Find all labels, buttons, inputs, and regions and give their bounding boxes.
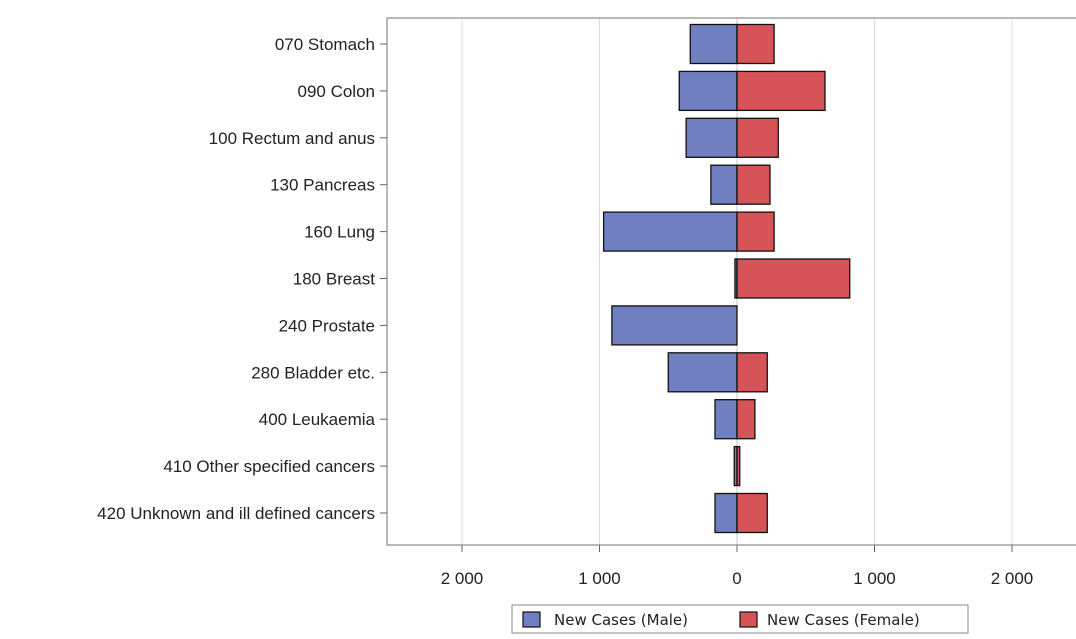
bar-female [736, 70, 826, 112]
category-label: 280 Bladder etc. [251, 363, 375, 382]
bar-female [736, 445, 741, 487]
legend-swatch-female [739, 611, 758, 628]
bar-male [685, 117, 738, 158]
category-label: 070 Stomach [275, 35, 375, 54]
category-label: 400 Leukaemia [259, 410, 376, 429]
x-tick-label: 1 000 [578, 569, 621, 588]
legend-swatch-male [522, 611, 541, 628]
bar-female [736, 211, 775, 252]
category-label: 100 Rectum and anus [209, 129, 375, 148]
category-label: 160 Lung [304, 223, 375, 242]
bar-female [736, 492, 768, 534]
bar-female [736, 352, 768, 393]
bar-female [736, 399, 756, 440]
bar-female [736, 117, 779, 158]
bar-female [736, 164, 771, 205]
category-label: 180 Breast [293, 270, 375, 289]
bar-male [714, 492, 738, 534]
x-tick-label: 0 [732, 569, 741, 588]
bar-male [667, 352, 738, 393]
category-label: 410 Other specified cancers [163, 457, 375, 476]
bar-male [689, 23, 738, 65]
category-label: 130 Pancreas [270, 176, 375, 195]
bar-male [714, 399, 738, 440]
bar-female [736, 23, 775, 65]
legend-label: New Cases (Male) [554, 611, 688, 629]
category-label: 420 Unknown and ill defined cancers [97, 504, 375, 523]
bar-male [611, 305, 738, 346]
legend: New Cases (Male) New Cases (Female) [511, 604, 969, 634]
category-label: 090 Colon [297, 82, 375, 101]
category-label: 240 Prostate [279, 316, 375, 335]
bar-male [678, 70, 738, 112]
legend-label: New Cases (Female) [767, 611, 920, 629]
bar-male [710, 164, 738, 205]
plot-frame [386, 17, 1076, 546]
x-tick-label: 2 000 [441, 569, 484, 588]
x-tick-label: 1 000 [853, 569, 896, 588]
x-tick-label: 2 000 [991, 569, 1034, 588]
bar-female [736, 258, 851, 299]
bar-male [602, 211, 738, 252]
